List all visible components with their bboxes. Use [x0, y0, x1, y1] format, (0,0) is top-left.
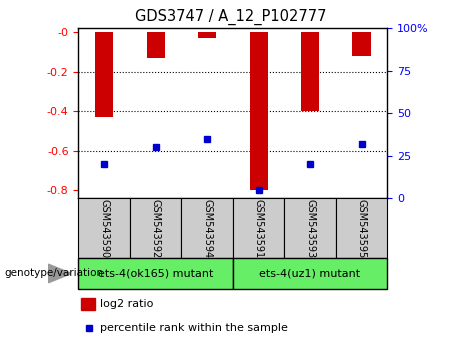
Text: ets-4(ok165) mutant: ets-4(ok165) mutant	[98, 268, 213, 279]
Bar	[353, 32, 371, 56]
Bar	[181, 198, 233, 258]
Text: log2 ratio: log2 ratio	[100, 299, 154, 309]
Bar	[233, 198, 284, 258]
Bar	[82, 298, 95, 310]
Bar	[147, 32, 165, 58]
Text: percentile rank within the sample: percentile rank within the sample	[100, 323, 288, 333]
Bar	[336, 198, 387, 258]
Text: GSM543592: GSM543592	[151, 199, 160, 258]
Text: GSM543591: GSM543591	[254, 199, 264, 258]
Bar	[95, 32, 113, 117]
Polygon shape	[48, 264, 71, 283]
Bar	[130, 198, 181, 258]
Bar	[249, 32, 267, 190]
Text: genotype/variation: genotype/variation	[5, 268, 104, 279]
Text: GSM543590: GSM543590	[99, 199, 109, 258]
Text: ets-4(uz1) mutant: ets-4(uz1) mutant	[260, 268, 361, 279]
Text: GSM543594: GSM543594	[202, 199, 212, 258]
Text: GSM543595: GSM543595	[356, 199, 366, 258]
Bar	[284, 198, 336, 258]
Text: GSM543593: GSM543593	[305, 199, 315, 258]
Bar	[78, 258, 233, 289]
Bar	[78, 198, 130, 258]
Bar	[233, 258, 387, 289]
Text: GDS3747 / A_12_P102777: GDS3747 / A_12_P102777	[135, 9, 326, 25]
Bar	[301, 32, 319, 111]
Bar	[198, 32, 216, 38]
